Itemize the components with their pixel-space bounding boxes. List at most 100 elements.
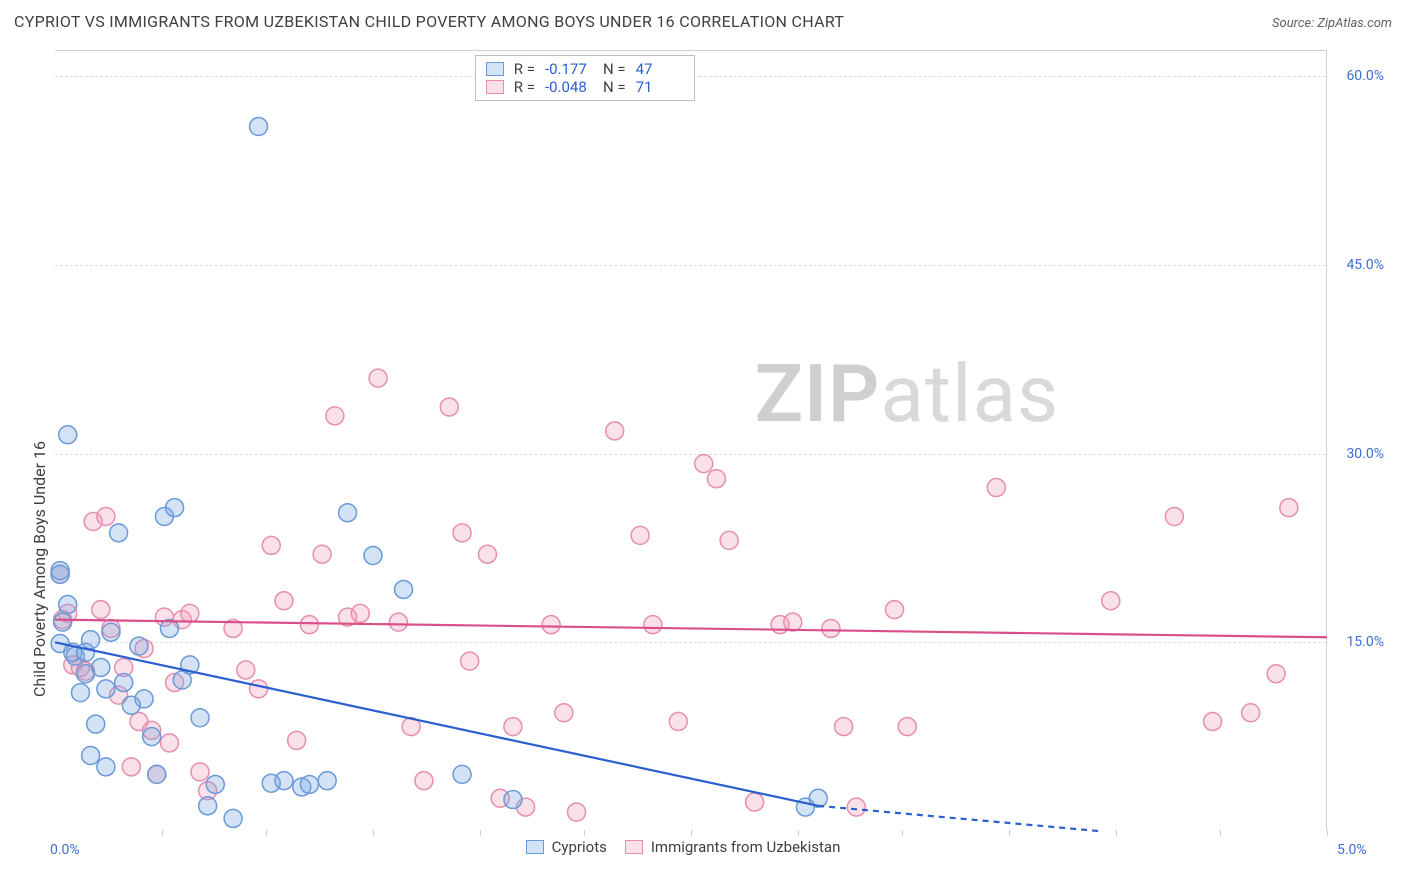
swatch-uzbekistan [486, 80, 504, 94]
uzbekistan-point [568, 803, 586, 821]
cypriots-point [59, 426, 77, 444]
legend-item-cypriots: Cypriots [526, 838, 607, 856]
stat-R-cypriots: -0.177 [545, 60, 593, 78]
uzbekistan-point [369, 369, 387, 387]
cypriots-point [51, 565, 69, 583]
uzbekistan-point [1242, 704, 1260, 722]
legend-item-uzbekistan: Immigrants from Uzbekistan [625, 838, 841, 856]
cypriots-point [71, 684, 89, 702]
uzbekistan-point [122, 758, 140, 776]
uzbekistan-point [886, 601, 904, 619]
cypriots-point [135, 690, 153, 708]
uzbekistan-point [746, 793, 764, 811]
legend-label-uzbekistan: Immigrants from Uzbekistan [651, 838, 841, 856]
cypriots-point [395, 580, 413, 598]
uzbekistan-point [275, 592, 293, 610]
uzbekistan-point [822, 619, 840, 637]
cypriots-point [54, 613, 72, 631]
stat-N-cypriots: 47 [636, 60, 684, 78]
uzbekistan-point [1102, 592, 1120, 610]
regression-line-cypriots [55, 642, 818, 806]
cypriots-point [300, 775, 318, 793]
stat-R-uzbekistan: -0.048 [545, 78, 593, 96]
stat-R-label: R = [514, 60, 535, 78]
cypriots-point [166, 499, 184, 517]
uzbekistan-point [453, 524, 471, 542]
uzbekistan-point [1267, 665, 1285, 683]
uzbekistan-point [631, 526, 649, 544]
uzbekistan-point [720, 531, 738, 549]
cypriots-point [318, 772, 336, 790]
uzbekistan-point [351, 604, 369, 622]
x-axis-end-label: 5.0% [1337, 842, 1367, 858]
y-axis-label: Child Poverty Among Boys Under 16 [30, 441, 49, 697]
source-credit: Source: ZipAtlas.com [1272, 16, 1392, 31]
stats-row-uzbekistan: R = -0.048 N = 71 [486, 78, 684, 96]
cypriots-point [339, 504, 357, 522]
uzbekistan-point [326, 407, 344, 425]
y-tick-label: 15.0% [1346, 634, 1384, 650]
series-legend: Cypriots Immigrants from Uzbekistan [526, 838, 841, 856]
stats-row-cypriots: R = -0.177 N = 47 [486, 60, 684, 78]
cypriots-point [143, 728, 161, 746]
swatch-cypriots [486, 62, 504, 76]
cypriots-point [250, 117, 268, 135]
uzbekistan-point [191, 763, 209, 781]
legend-label-cypriots: Cypriots [552, 838, 607, 856]
uzbekistan-point [695, 455, 713, 473]
cypriots-point [504, 791, 522, 809]
scatter-svg [55, 51, 1327, 831]
uzbekistan-point [415, 772, 433, 790]
cypriots-point [191, 709, 209, 727]
uzbekistan-point [669, 713, 687, 731]
cypriots-point [102, 623, 120, 641]
uzbekistan-point [300, 616, 318, 634]
cypriots-point [97, 680, 115, 698]
uzbekistan-point [389, 613, 407, 631]
swatch-cypriots [526, 840, 544, 854]
uzbekistan-point [478, 545, 496, 563]
title-bar: CYPRIOT VS IMMIGRANTS FROM UZBEKISTAN CH… [14, 12, 1392, 31]
uzbekistan-point [898, 718, 916, 736]
uzbekistan-point [987, 479, 1005, 497]
uzbekistan-point [313, 545, 331, 563]
uzbekistan-point [1280, 499, 1298, 517]
uzbekistan-point [92, 601, 110, 619]
uzbekistan-point [644, 616, 662, 634]
uzbekistan-point [504, 718, 522, 736]
uzbekistan-point [250, 680, 268, 698]
uzbekistan-point [847, 798, 865, 816]
cypriots-point [59, 596, 77, 614]
y-tick-label: 60.0% [1346, 68, 1384, 84]
stat-N-label: N = [603, 78, 626, 96]
uzbekistan-point [1204, 713, 1222, 731]
cypriots-point [97, 758, 115, 776]
swatch-uzbekistan [625, 840, 643, 854]
correlation-stats-box: R = -0.177 N = 47 R = -0.048 N = 71 [475, 55, 695, 101]
cypriots-point [92, 658, 110, 676]
cypriots-point [275, 772, 293, 790]
stat-R-label: R = [514, 78, 535, 96]
y-tick-label: 45.0% [1346, 257, 1384, 273]
cypriots-point [364, 546, 382, 564]
cypriots-point [82, 747, 100, 765]
uzbekistan-point [288, 731, 306, 749]
stat-N-uzbekistan: 71 [636, 78, 684, 96]
uzbekistan-point [555, 704, 573, 722]
uzbekistan-point [784, 613, 802, 631]
uzbekistan-point [835, 718, 853, 736]
x-axis-origin-label: 0.0% [50, 842, 80, 858]
regression-line-uzbekistan [55, 620, 1327, 638]
uzbekistan-point [237, 661, 255, 679]
uzbekistan-point [181, 604, 199, 622]
cypriots-point [224, 809, 242, 827]
uzbekistan-point [461, 652, 479, 670]
cypriots-point [199, 797, 217, 815]
cypriots-point [206, 775, 224, 793]
chart-title: CYPRIOT VS IMMIGRANTS FROM UZBEKISTAN CH… [14, 12, 844, 31]
cypriots-point [130, 637, 148, 655]
chart-plot-area: ZIPatlas R = -0.177 N = 47 R = -0.048 N … [55, 50, 1327, 830]
uzbekistan-point [97, 507, 115, 525]
cypriots-point [110, 524, 128, 542]
uzbekistan-point [160, 734, 178, 752]
